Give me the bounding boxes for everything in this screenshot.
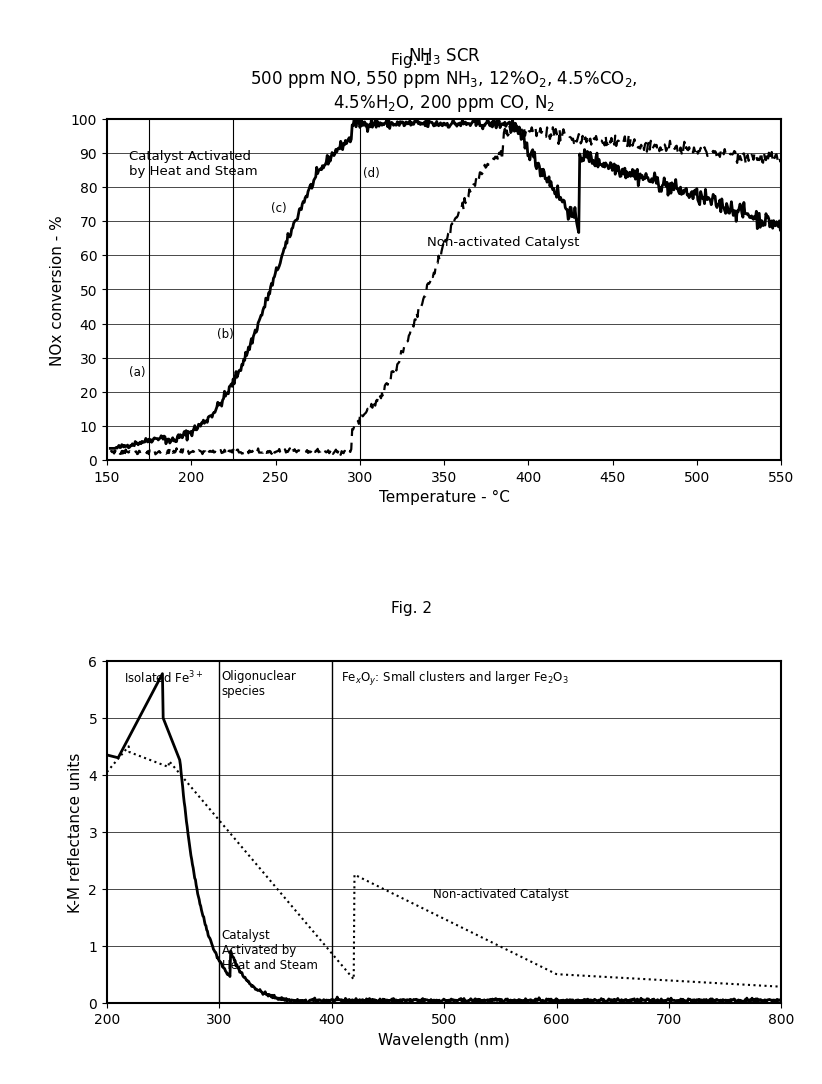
Y-axis label: NOx conversion - %: NOx conversion - % <box>50 215 65 365</box>
Y-axis label: K-M reflectance units: K-M reflectance units <box>67 752 83 912</box>
X-axis label: Temperature - °C: Temperature - °C <box>378 490 510 505</box>
Text: Fig. 2: Fig. 2 <box>390 601 432 616</box>
Text: Non-activated Catalyst: Non-activated Catalyst <box>427 235 580 248</box>
Text: Fe$_x$O$_y$: Small clusters and larger Fe$_2$O$_3$: Fe$_x$O$_y$: Small clusters and larger F… <box>340 670 568 687</box>
Text: (a): (a) <box>129 365 145 378</box>
Text: (d): (d) <box>363 167 380 180</box>
Title: NH$_3$ SCR
500 ppm NO, 550 ppm NH$_3$, 12%O$_2$, 4.5%CO$_2$,
4.5%H$_2$O, 200 ppm: NH$_3$ SCR 500 ppm NO, 550 ppm NH$_3$, 1… <box>250 47 638 114</box>
X-axis label: Wavelength (nm): Wavelength (nm) <box>378 1032 510 1047</box>
Text: Fig. 1: Fig. 1 <box>390 53 432 68</box>
Text: Non-activated Catalyst: Non-activated Catalyst <box>432 888 568 901</box>
Text: Oligonuclear
species: Oligonuclear species <box>221 670 296 698</box>
Text: Isolated Fe$^{3+}$: Isolated Fe$^{3+}$ <box>124 670 203 686</box>
Text: (c): (c) <box>271 202 287 215</box>
Text: Catalyst Activated
by Heat and Steam: Catalyst Activated by Heat and Steam <box>129 150 257 178</box>
Text: (b): (b) <box>216 327 233 340</box>
Text: Catalyst
Activated by
Heat and Steam: Catalyst Activated by Heat and Steam <box>221 928 317 971</box>
